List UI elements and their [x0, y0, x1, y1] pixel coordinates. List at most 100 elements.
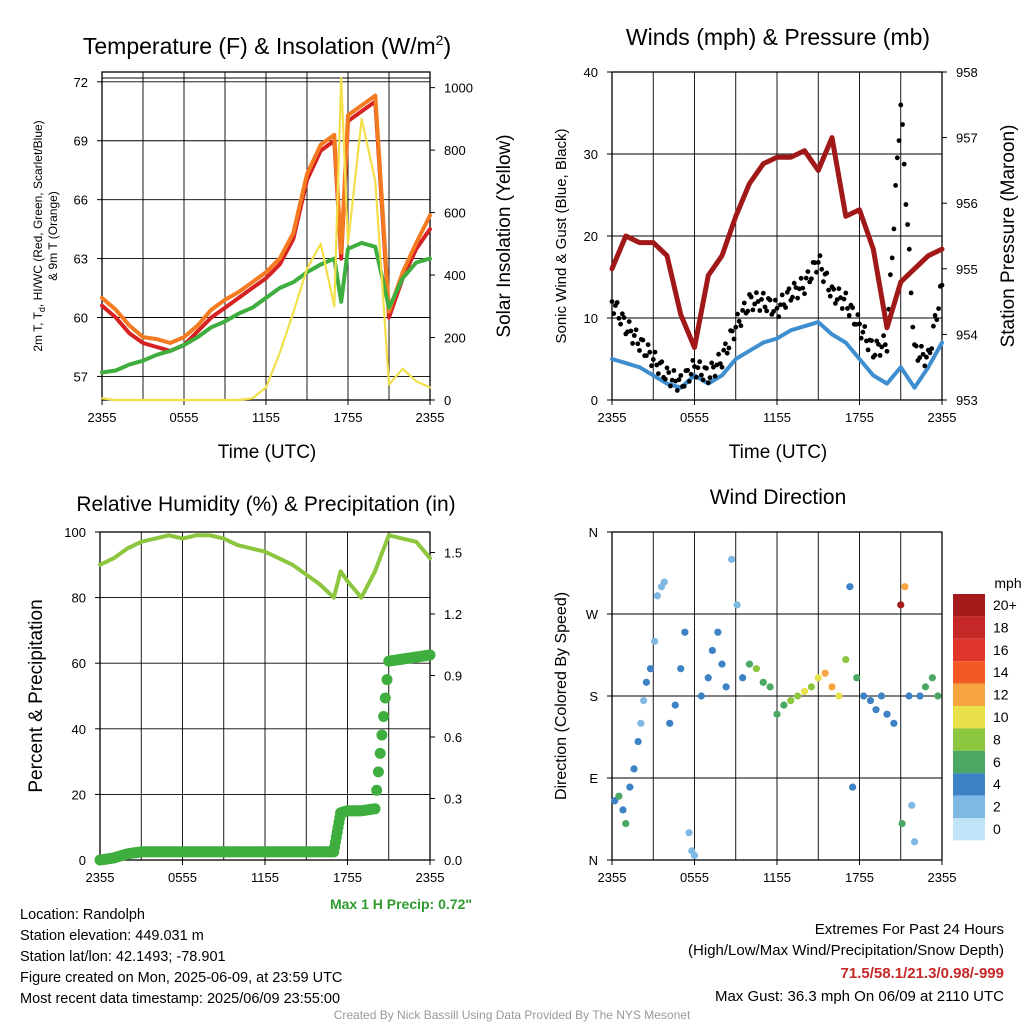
gust-point: [900, 122, 905, 127]
gust-point: [824, 270, 830, 276]
gust-point: [922, 363, 928, 369]
y-tick-label-right: 0.6: [444, 730, 462, 745]
gust-point: [934, 317, 940, 323]
legend-swatch: [953, 818, 985, 841]
direction-point: [759, 678, 767, 686]
direction-point: [766, 683, 774, 691]
y-tick-label-left: 20: [72, 787, 86, 802]
y-tick-label-right: 956: [956, 196, 978, 211]
direction-point: [752, 665, 760, 673]
legend-swatch: [953, 706, 985, 729]
gust-point: [611, 311, 617, 316]
wind-grid: [612, 71, 942, 401]
y-tick-label-right: 1.2: [444, 607, 462, 622]
gust-point: [754, 290, 759, 296]
legend-swatch: [953, 616, 985, 639]
gust-point: [685, 367, 690, 373]
gust-point: [671, 368, 677, 373]
y-tick-label: N: [589, 525, 598, 540]
gust-point: [735, 311, 740, 317]
gust-point: [894, 155, 900, 161]
gust-point: [666, 370, 672, 375]
gust-point: [678, 373, 684, 378]
gust-point: [637, 348, 642, 353]
direction-point: [653, 592, 661, 600]
location-text: Location: Randolph: [20, 907, 145, 923]
gust-point: [919, 343, 924, 349]
y-tick-label-right: 200: [444, 331, 466, 346]
x-tick-label: 2355: [88, 410, 117, 425]
direction-point: [898, 819, 906, 828]
x-tick-label: 2355: [598, 410, 627, 425]
gust-point: [619, 311, 625, 317]
gust-point: [929, 346, 935, 351]
legend-swatch: [953, 683, 985, 706]
gust-point: [931, 323, 936, 329]
gust-point: [924, 354, 929, 360]
gust-point: [609, 299, 615, 304]
direction-point: [773, 710, 781, 718]
y-tick-label-right: 0.9: [444, 669, 462, 684]
precip-point: [381, 674, 393, 686]
x-tick-label: 1155: [252, 410, 280, 425]
direction-point: [660, 578, 668, 586]
direction-point: [622, 819, 630, 828]
y-tick-label-left: 40: [72, 722, 86, 737]
gust-point: [621, 315, 627, 320]
gust-point: [731, 336, 737, 342]
gust-point: [649, 363, 654, 369]
gust-point: [686, 379, 692, 384]
gust-point: [790, 294, 795, 300]
direction-point: [681, 628, 689, 636]
y-tick-label-right: 955: [956, 262, 978, 277]
direction-point: [626, 783, 634, 791]
gust-point: [697, 359, 703, 365]
x-tick-label: 2355: [416, 870, 445, 885]
direction-point: [835, 692, 843, 700]
gust-point: [745, 308, 751, 314]
humidity-panel: Relative Humidity (%) & Precipitation (i…: [26, 493, 472, 912]
temperature-panel: Temperature (F) & Insolation (W/m2) 2355…: [31, 32, 515, 463]
y-tick-label-right: 958: [956, 65, 978, 80]
gust-point: [752, 301, 758, 307]
gust-point: [729, 328, 735, 334]
gust-point: [771, 309, 776, 314]
gust-point: [836, 286, 842, 292]
gust-point: [690, 358, 696, 363]
gust-point: [681, 383, 687, 389]
direction-point: [739, 674, 747, 682]
extremes-subtitle: (High/Low/Max Wind/Precipitation/Snow De…: [688, 942, 1004, 959]
gust-point: [716, 351, 721, 357]
legend-label: 6: [993, 754, 1001, 770]
gust-point: [759, 297, 764, 302]
legend-label: 12: [993, 687, 1009, 703]
gust-point: [821, 279, 826, 285]
gust-point: [726, 345, 732, 351]
legend-label: 8: [993, 731, 1001, 747]
y-tick-label-left: 100: [64, 525, 86, 540]
credit-line: Created By Nick Bassill Using Data Provi…: [334, 1008, 691, 1022]
direction-point: [714, 628, 722, 636]
gust-point: [764, 308, 770, 314]
gust-point: [791, 280, 797, 286]
gust-point: [809, 276, 814, 282]
gust-point: [802, 291, 807, 297]
direction-point: [640, 696, 648, 705]
gust-point: [800, 285, 806, 291]
gust-point: [721, 347, 727, 353]
gust-point: [889, 255, 895, 261]
gust-point: [862, 324, 868, 329]
precip-point: [378, 711, 390, 722]
gust-point: [774, 305, 780, 311]
y-tick-label-left: 69: [74, 134, 88, 149]
x-tick-label: 1755: [845, 870, 874, 885]
gust-point: [869, 338, 874, 343]
temperature-tick-labels: 2355 0555 1155 1755 2355 57 60 63 66 69 72 0 200 400 6…: [74, 75, 473, 425]
gust-point: [896, 138, 902, 144]
temperature-title: Temperature (F) & Insolation (W/m2): [83, 32, 451, 59]
gust-point: [635, 341, 641, 347]
gust-point: [882, 342, 888, 348]
gust-point: [662, 376, 668, 382]
wind-title: Winds (mph) & Pressure (mb): [626, 24, 930, 50]
legend-label: 0: [993, 821, 1001, 837]
